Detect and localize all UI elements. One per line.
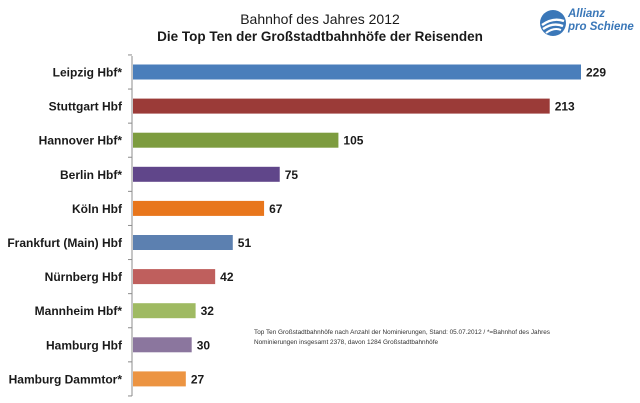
value-label: 105: [343, 134, 363, 148]
category-label: Nürnberg Hbf: [45, 270, 123, 284]
value-label: 229: [586, 66, 606, 80]
category-label: Köln Hbf: [72, 202, 123, 216]
bar: [133, 166, 280, 182]
category-label: Hamburg Dammtor*: [9, 372, 123, 386]
value-label: 32: [201, 304, 215, 318]
bar: [133, 132, 339, 148]
value-label: 213: [555, 100, 575, 114]
value-label: 30: [197, 338, 211, 352]
value-label: 67: [269, 202, 283, 216]
value-label: 51: [238, 236, 252, 250]
category-label: Hannover Hbf*: [39, 134, 123, 148]
bar: [133, 200, 265, 216]
chart-subtitle: Die Top Ten der Großstadtbahnhöfe der Re…: [157, 29, 483, 44]
category-label: Hamburg Hbf: [46, 338, 123, 352]
bar: [133, 98, 550, 114]
value-label: 75: [285, 168, 299, 182]
logo-text: Allianz pro Schiene: [568, 8, 634, 34]
category-label: Leipzig Hbf*: [53, 66, 123, 80]
category-label: Mannheim Hbf*: [35, 304, 123, 318]
footnote-line1: Top Ten Großstadtbahnhöfe nach Anzahl de…: [254, 329, 551, 336]
value-label: 27: [191, 372, 205, 386]
logo-line2: pro Schiene: [568, 21, 634, 33]
bar: [133, 337, 192, 353]
footnote: Top Ten Großstadtbahnhöfe nach Anzahl de…: [254, 328, 614, 348]
bar: [133, 235, 233, 250]
value-label: 42: [220, 270, 234, 284]
bar: [133, 64, 581, 80]
allianz-pro-schiene-logo: Allianz pro Schiene: [536, 6, 640, 40]
train-swoosh-icon: [540, 10, 566, 36]
logo-line1: Allianz: [568, 8, 606, 20]
bar: [133, 303, 196, 319]
chart-title: Bahnhof des Jahres 2012: [240, 11, 400, 27]
category-label: Stuttgart Hbf: [49, 100, 123, 114]
footnote-line2: Nominierungen insgesamt 2378, davon 1284…: [254, 339, 439, 346]
bar: [133, 371, 186, 387]
category-label: Frankfurt (Main) Hbf: [7, 236, 123, 250]
category-label: Berlin Hbf*: [60, 168, 122, 182]
bar: [133, 269, 216, 285]
